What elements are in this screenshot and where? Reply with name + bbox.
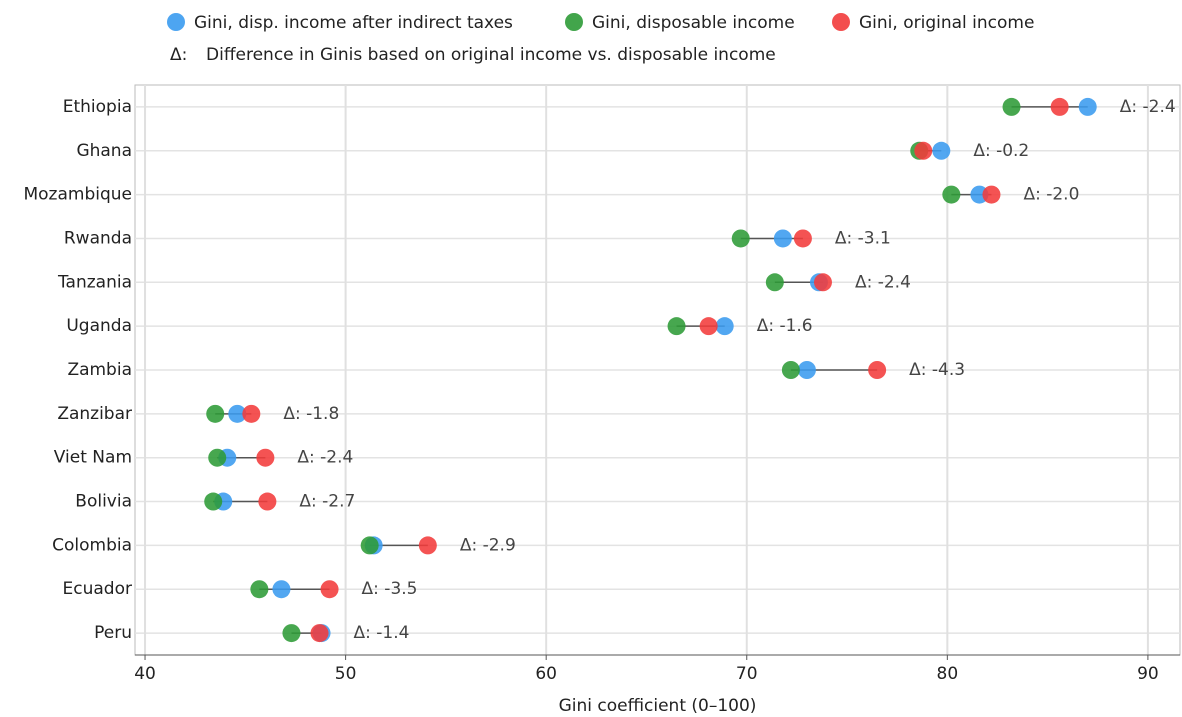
dot: [282, 624, 301, 643]
y-tick-label: Zanzibar: [57, 404, 132, 424]
y-tick-label: Peru: [94, 623, 132, 643]
x-tick-label: 80: [937, 664, 959, 684]
legend-delta-note: Difference in Ginis based on original in…: [206, 45, 776, 65]
dot: [360, 536, 379, 555]
x-tick-label: 70: [736, 664, 758, 684]
dot: [781, 361, 800, 379]
y-tick-label: Uganda: [66, 316, 132, 336]
y-tick-label: Viet Nam: [54, 448, 132, 468]
legend-label: Gini, disp. income after indirect taxes: [194, 13, 513, 33]
dot: [272, 580, 291, 599]
dot: [250, 580, 269, 599]
dot: [982, 185, 1001, 204]
x-tick-label: 50: [335, 664, 357, 684]
dot: [228, 404, 247, 423]
delta-label: Δ: -2.4: [297, 448, 353, 468]
delta-label: Δ: -2.4: [1120, 97, 1176, 117]
delta-label: Δ: -0.2: [973, 141, 1029, 161]
dot: [204, 492, 223, 511]
delta-label: Δ: -3.5: [362, 579, 418, 599]
delta-label: Δ: -2.7: [299, 492, 355, 512]
dot: [765, 273, 784, 292]
dot: [208, 448, 227, 467]
dot: [813, 273, 832, 292]
dot: [1050, 97, 1069, 116]
dot: [773, 229, 792, 248]
y-tick-label: Colombia: [52, 535, 132, 555]
dot: [1078, 97, 1097, 116]
dot: [731, 229, 750, 248]
dot: [699, 317, 718, 336]
y-tick-label: Rwanda: [64, 228, 132, 248]
y-tick-label: Ecuador: [63, 579, 132, 599]
delta-label: Δ: -2.9: [460, 535, 516, 555]
dot: [320, 580, 339, 599]
dot: [715, 317, 734, 336]
dot: [1002, 97, 1021, 116]
delta-label: Δ: -2.0: [1023, 185, 1079, 205]
legend-label: Gini, disposable income: [592, 13, 795, 33]
dot: [418, 536, 437, 555]
y-tick-label: Ghana: [76, 141, 132, 161]
dot: [242, 404, 261, 423]
delta-label: Δ: -4.3: [909, 360, 965, 380]
x-tick-label: 60: [535, 664, 557, 684]
dot: [793, 229, 812, 248]
y-tick-label: Ethiopia: [63, 97, 132, 117]
delta-label: Δ: -3.1: [835, 228, 891, 248]
dot: [914, 141, 933, 160]
y-tick-label: Bolivia: [75, 492, 132, 512]
dot: [932, 141, 951, 160]
y-tick-label: Zambia: [67, 360, 132, 380]
legend-marker: [565, 13, 583, 31]
x-tick-label: 40: [134, 664, 156, 684]
dot: [667, 317, 686, 336]
dot: [797, 361, 816, 379]
y-tick-label: Mozambique: [23, 185, 132, 205]
x-tick-label: 90: [1137, 664, 1159, 684]
dot: [206, 404, 225, 423]
dot: [942, 185, 961, 204]
delta-label: Δ: -1.6: [757, 316, 813, 336]
dot: [256, 448, 275, 467]
dot: [310, 624, 329, 643]
delta-label: Δ: -2.4: [855, 272, 911, 292]
dot: [868, 361, 887, 379]
x-axis-title: Gini coefficient (0–100): [559, 696, 757, 716]
legend-label: Gini, original income: [859, 13, 1034, 33]
legend-marker: [832, 13, 850, 31]
legend-delta-symbol: Δ:: [170, 45, 187, 65]
delta-label: Δ: -1.4: [354, 623, 410, 643]
dot: [258, 492, 277, 511]
legend-marker: [167, 13, 185, 31]
delta-label: Δ: -1.8: [283, 404, 339, 424]
y-tick-label: Tanzania: [57, 272, 132, 292]
